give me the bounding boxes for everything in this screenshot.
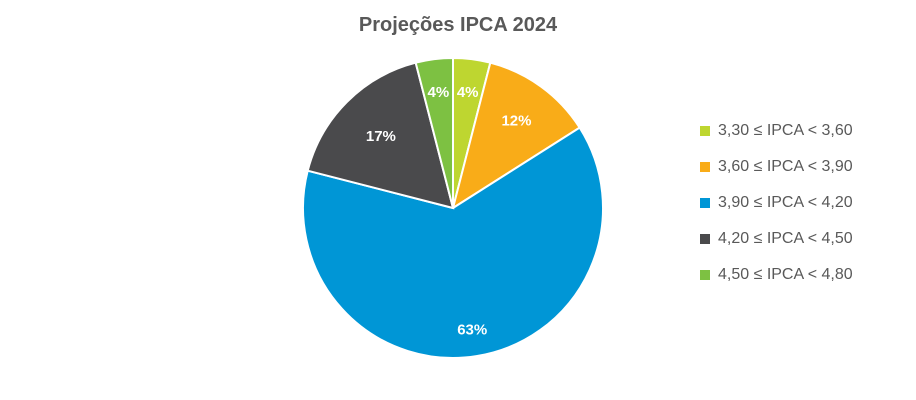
legend: 3,30 ≤ IPCA < 3,60 3,60 ≤ IPCA < 3,90 3,90… — [700, 120, 853, 286]
legend-item-4: 4,20 ≤ IPCA < 4,50 — [700, 228, 853, 250]
legend-swatch — [700, 162, 710, 172]
legend-item-1: 3,30 ≤ IPCA < 3,60 — [700, 120, 853, 142]
pie-slice-5 — [414, 56, 454, 209]
legend-swatch — [700, 234, 710, 244]
legend-label: 4,50 ≤ IPCA < 4,80 — [718, 266, 853, 283]
legend-item-3: 3,90 ≤ IPCA < 4,20 — [700, 192, 853, 214]
chart-title: Projeções IPCA 2024 — [358, 14, 558, 36]
legend-swatch — [700, 270, 710, 280]
legend-swatch — [700, 198, 710, 208]
legend-label: 3,30 ≤ IPCA < 3,60 — [718, 122, 853, 139]
pie-slice-4 — [306, 61, 455, 210]
pie-data-label-1: 4% — [457, 84, 479, 101]
pie-data-label-3: 63% — [457, 321, 487, 338]
legend-label: 4,20 ≤ IPCA < 4,50 — [718, 230, 853, 247]
legend-label: 3,60 ≤ IPCA < 3,90 — [718, 158, 853, 175]
pie-slice-2 — [451, 61, 582, 211]
legend-swatch — [700, 126, 710, 136]
legend-item-2: 3,60 ≤ IPCA < 3,90 — [700, 156, 853, 178]
pie-data-labels: 4% 12% 63% 17% 4% — [366, 84, 532, 339]
pie-data-label-4: 17% — [366, 128, 396, 145]
pie-data-label-2: 12% — [501, 113, 531, 130]
legend-item-5: 4,50 ≤ IPCA < 4,80 — [700, 264, 853, 286]
pie-slice-3 — [302, 126, 604, 359]
pie-slices — [302, 56, 604, 359]
pie-data-label-5: 4% — [427, 84, 449, 101]
legend-label: 3,90 ≤ IPCA < 4,20 — [718, 194, 853, 211]
